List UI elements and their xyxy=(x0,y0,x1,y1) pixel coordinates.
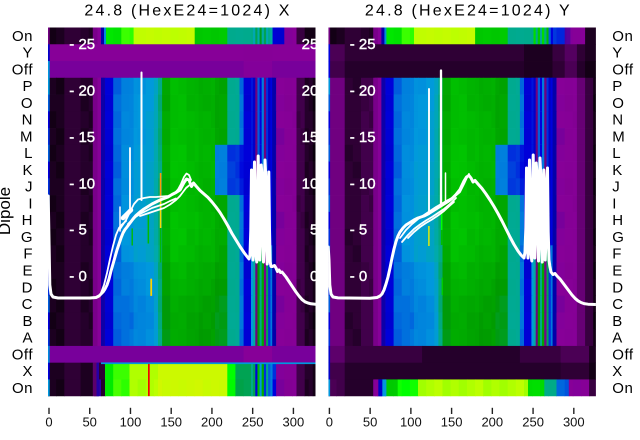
svg-text:G: G xyxy=(21,229,33,246)
svg-text:L: L xyxy=(24,145,33,162)
svg-text:- 5: - 5 xyxy=(69,222,87,239)
svg-text:0: 0 xyxy=(45,415,52,430)
svg-text:250: 250 xyxy=(522,415,544,430)
svg-text:F: F xyxy=(612,246,622,263)
svg-text:300: 300 xyxy=(283,415,305,430)
svg-text:24.8 (HexE24=1024) Y: 24.8 (HexE24=1024) Y xyxy=(365,3,572,20)
svg-text:M: M xyxy=(20,128,33,145)
svg-text:Y: Y xyxy=(612,45,623,62)
svg-text:- 25: - 25 xyxy=(350,36,376,53)
svg-text:Off: Off xyxy=(612,61,634,78)
svg-text:Off: Off xyxy=(612,346,634,363)
svg-text:- 20: - 20 xyxy=(69,83,95,100)
svg-text:B: B xyxy=(612,313,623,330)
svg-text:Dipole: Dipole xyxy=(0,187,14,235)
svg-text:150: 150 xyxy=(441,415,463,430)
svg-text:25: 25 xyxy=(302,36,319,53)
svg-text:Y: Y xyxy=(22,45,33,62)
svg-text:N: N xyxy=(612,112,623,129)
svg-text:K: K xyxy=(22,162,33,179)
svg-text:On: On xyxy=(12,28,33,45)
svg-text:24.8 (HexE24=1024) X: 24.8 (HexE24=1024) X xyxy=(84,3,291,20)
svg-text:F: F xyxy=(23,246,33,263)
svg-text:B: B xyxy=(22,313,33,330)
svg-text:E: E xyxy=(22,263,33,280)
svg-text:O: O xyxy=(21,95,33,112)
svg-text:20: 20 xyxy=(302,83,319,100)
svg-text:X: X xyxy=(22,363,33,380)
svg-text:K: K xyxy=(612,162,623,179)
svg-text:Off: Off xyxy=(12,61,34,78)
svg-text:50: 50 xyxy=(82,415,96,430)
svg-text:N: N xyxy=(22,112,33,129)
svg-text:250: 250 xyxy=(242,415,264,430)
svg-text:I: I xyxy=(612,196,617,213)
svg-text:50: 50 xyxy=(363,415,377,430)
svg-text:10: 10 xyxy=(302,175,319,192)
svg-text:P: P xyxy=(612,78,623,95)
svg-text:5: 5 xyxy=(310,222,318,239)
svg-text:G: G xyxy=(612,229,624,246)
svg-text:I: I xyxy=(28,196,33,213)
svg-text:15: 15 xyxy=(302,129,319,146)
svg-text:200: 200 xyxy=(481,415,503,430)
svg-text:150: 150 xyxy=(160,415,182,430)
svg-text:- 10: - 10 xyxy=(69,175,95,192)
svg-text:X: X xyxy=(612,363,623,380)
svg-text:- 0: - 0 xyxy=(350,268,368,285)
svg-text:H: H xyxy=(22,212,33,229)
svg-text:- 25: - 25 xyxy=(69,36,95,53)
svg-text:200: 200 xyxy=(201,415,223,430)
svg-text:0: 0 xyxy=(326,415,333,430)
svg-text:D: D xyxy=(612,279,623,296)
svg-text:- 10: - 10 xyxy=(350,175,376,192)
svg-text:- 0: - 0 xyxy=(69,268,87,285)
svg-text:100: 100 xyxy=(120,415,142,430)
svg-text:P: P xyxy=(22,78,33,95)
svg-text:0: 0 xyxy=(310,268,318,285)
svg-text:- 20: - 20 xyxy=(350,83,376,100)
svg-text:On: On xyxy=(612,28,633,45)
svg-text:On: On xyxy=(12,380,33,397)
svg-text:O: O xyxy=(612,95,624,112)
svg-text:On: On xyxy=(612,380,633,397)
svg-text:- 15: - 15 xyxy=(69,129,95,146)
svg-text:L: L xyxy=(612,145,621,162)
svg-text:M: M xyxy=(612,128,625,145)
svg-text:J: J xyxy=(612,179,620,196)
svg-text:D: D xyxy=(22,279,33,296)
svg-text:100: 100 xyxy=(400,415,422,430)
svg-text:C: C xyxy=(612,296,623,313)
svg-text:A: A xyxy=(22,330,33,347)
svg-text:- 15: - 15 xyxy=(350,129,376,146)
svg-text:300: 300 xyxy=(563,415,585,430)
svg-text:C: C xyxy=(22,296,33,313)
svg-text:Off: Off xyxy=(12,346,34,363)
svg-text:J: J xyxy=(25,179,33,196)
svg-text:- 5: - 5 xyxy=(350,222,368,239)
svg-text:H: H xyxy=(612,212,623,229)
svg-text:E: E xyxy=(612,263,623,280)
svg-text:A: A xyxy=(612,330,623,347)
